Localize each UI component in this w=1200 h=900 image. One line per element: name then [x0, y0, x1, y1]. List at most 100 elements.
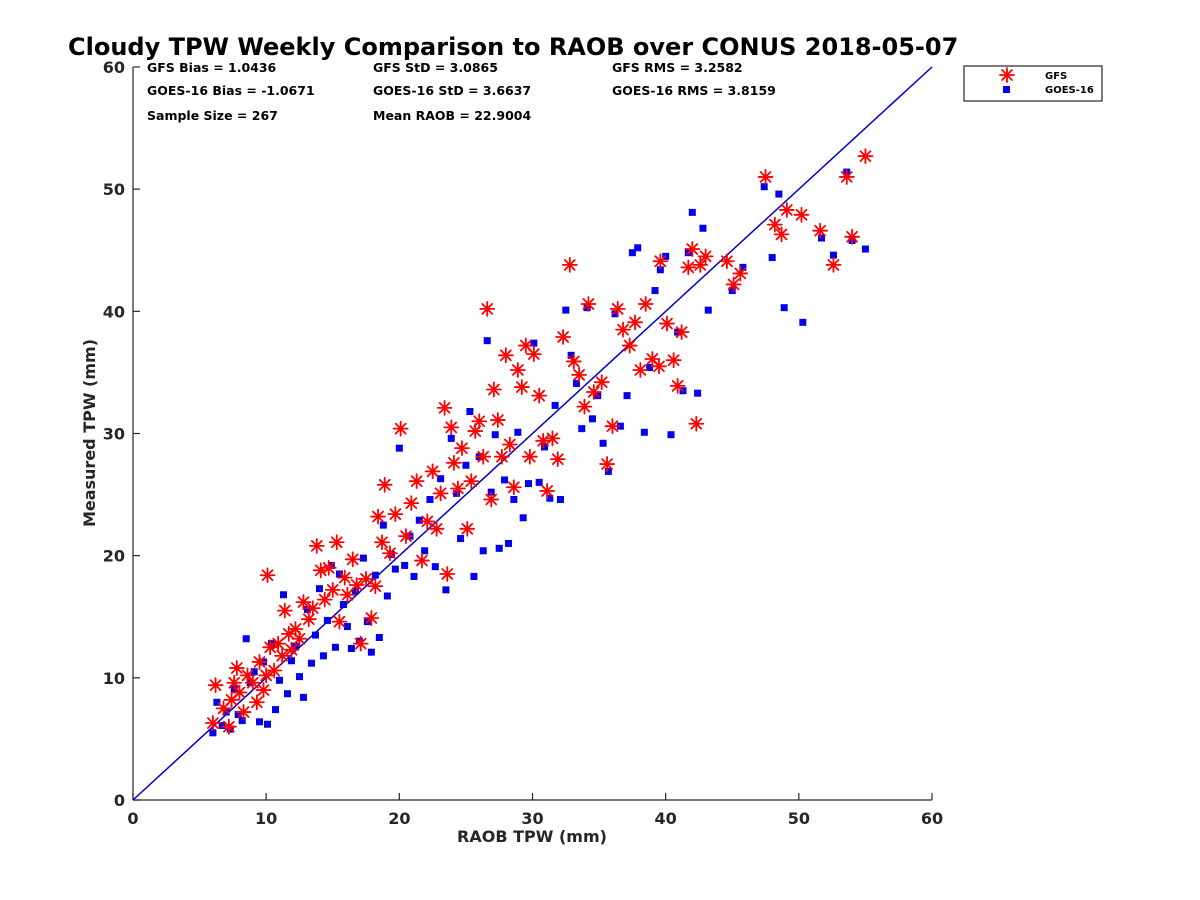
goes16-point: [331, 643, 339, 651]
goes16-point: [525, 480, 533, 488]
goes16-point: [209, 729, 217, 737]
goes16-point: [307, 659, 315, 667]
goes16-point: [311, 631, 319, 639]
goes16-point: [391, 565, 399, 573]
gfs-point: [328, 534, 345, 551]
gfs-point: [459, 520, 476, 537]
gfs-point: [525, 346, 542, 362]
gfs-point: [505, 479, 522, 496]
gfs-point: [665, 352, 682, 369]
gfs-point: [615, 321, 631, 338]
gfs-point: [320, 559, 337, 576]
goes16-point: [760, 183, 768, 191]
gfs-point: [312, 562, 329, 579]
goes16-point: [599, 439, 607, 447]
mean-raob-stat: Mean RAOB = 22.9004: [373, 108, 531, 123]
gfs-point: [270, 635, 287, 652]
gfs-point: [283, 641, 300, 658]
chart-title: Cloudy TPW Weekly Comparison to RAOB ove…: [68, 33, 958, 61]
gfs-point: [555, 329, 572, 345]
legend-gfs-label: GFS: [1045, 71, 1067, 82]
gfs-point: [228, 660, 245, 676]
sample-size-stat: Sample Size = 267: [147, 108, 278, 123]
gfs-point: [336, 569, 353, 586]
goes16-point: [415, 516, 423, 524]
goes16-point: [604, 467, 612, 475]
gfs-point: [766, 216, 783, 233]
goes16-point: [567, 351, 575, 359]
goes16-point: [491, 431, 499, 439]
gfs-point: [207, 677, 224, 694]
gfs-point: [408, 473, 425, 490]
gfs-point: [692, 257, 709, 273]
goes16-point: [704, 306, 712, 314]
goes16-point: [501, 476, 509, 484]
goes16-point: [453, 489, 461, 497]
goes16-point: [383, 592, 391, 600]
gfs-point: [535, 432, 552, 449]
gfs-point: [428, 520, 445, 537]
goes16-point: [379, 521, 387, 529]
gfs-point: [593, 374, 610, 391]
gfs-point: [463, 473, 480, 490]
gfs-point: [793, 206, 810, 223]
goes16-point: [375, 634, 383, 642]
goes16-point: [583, 304, 591, 312]
goes16-std-stat: GOES-16 StD = 3.6637: [373, 83, 531, 98]
goes16-point: [343, 623, 351, 631]
gfs-point: [414, 552, 430, 569]
gfs-point: [838, 169, 855, 185]
gfs-point: [262, 639, 279, 656]
y-tick-label: 10: [103, 669, 125, 688]
gfs-point: [585, 384, 602, 400]
gfs-point: [561, 257, 578, 273]
gfs-point: [387, 506, 404, 523]
goes16-point: [640, 428, 648, 436]
goes16-point: [283, 690, 291, 698]
gfs-point: [757, 169, 774, 185]
gfs-point: [531, 387, 548, 404]
gfs-point: [509, 362, 526, 378]
gfs-point: [513, 379, 530, 395]
x-tick-label: 40: [655, 809, 677, 828]
goes16-point: [768, 254, 776, 262]
y-axis-ticks: 0 10 20 30 40 50 60: [103, 58, 140, 810]
goes16-series: [209, 168, 869, 737]
goes16-point: [359, 554, 367, 562]
gfs-point: [235, 704, 252, 720]
goes16-point: [611, 310, 619, 318]
goes16-point: [495, 544, 503, 552]
gfs-point: [223, 691, 240, 708]
goes16-point: [442, 586, 450, 594]
goes16-point: [234, 710, 242, 718]
gfs-point: [669, 377, 686, 394]
gfs-point: [432, 485, 449, 502]
goes16-point: [213, 698, 221, 706]
gfs-point: [471, 413, 488, 430]
goes16-point: [447, 434, 455, 442]
goes16-point: [556, 495, 564, 503]
gfs-point: [580, 296, 597, 312]
gfs-point: [844, 228, 860, 245]
goes16-bias-stat: GOES-16 Bias = -1.0671: [147, 83, 315, 98]
goes16-point: [299, 693, 307, 701]
gfs-point: [719, 253, 735, 270]
gfs-point: [576, 398, 593, 415]
goes16-point: [861, 245, 869, 253]
goes16-point: [271, 706, 279, 714]
gfs-point: [651, 358, 667, 375]
goes16-point: [256, 718, 264, 726]
goes16-point: [238, 717, 246, 725]
gfs-point: [539, 483, 556, 499]
gfs-point: [483, 491, 500, 508]
gfs-point: [673, 324, 690, 341]
goes16-point: [242, 635, 250, 643]
gfs-point: [812, 222, 829, 239]
gfs-point: [352, 635, 369, 652]
goes16-point: [562, 306, 570, 314]
gfs-point: [637, 296, 654, 312]
gfs-point: [367, 578, 384, 595]
gfs-point: [493, 448, 510, 465]
gfs-point: [300, 611, 317, 628]
x-tick-label: 60: [921, 809, 943, 828]
